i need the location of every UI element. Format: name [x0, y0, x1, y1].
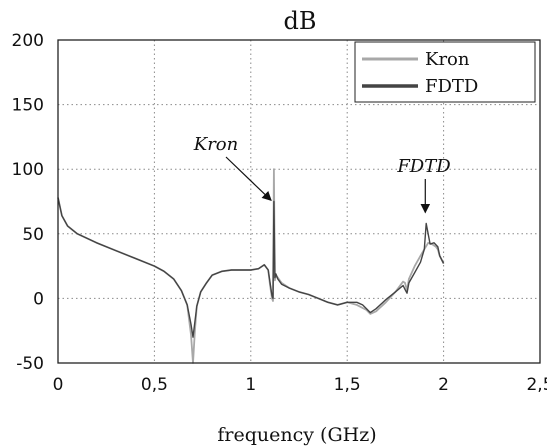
- legend: Kron FDTD: [354, 41, 536, 103]
- y-tick-label: 150: [12, 96, 44, 116]
- legend-box: [354, 41, 536, 103]
- legend-label-kron: Kron: [425, 49, 470, 70]
- y-tick-label: 100: [12, 160, 44, 180]
- y-tick-label: 200: [12, 31, 44, 51]
- annotation-kron-arrow: [225, 156, 272, 202]
- y-axis-ticks: -50 0 50 100 150 200: [12, 31, 44, 374]
- plot-frame: [57, 39, 541, 364]
- grid: [58, 40, 540, 363]
- annotations: Kron FDTD: [193, 134, 451, 214]
- x-tick-label: 0,5: [141, 375, 168, 395]
- x-tick-label: 2: [438, 375, 449, 395]
- x-tick-label: 0: [53, 375, 64, 395]
- series-line-fdtd: [57, 197, 445, 338]
- legend-label-fdtd: FDTD: [425, 76, 478, 97]
- annotation-fdtd-label: FDTD: [396, 156, 451, 177]
- y-tick-label: 0: [33, 289, 44, 309]
- series-group: [57, 168, 445, 364]
- x-tick-label: 1,5: [334, 375, 361, 395]
- x-axis-ticks: 0 0,5 1 1,5 2 2,5: [53, 375, 547, 395]
- x-axis-label: frequency (GHz): [217, 424, 376, 446]
- chart-title: dB: [284, 7, 317, 35]
- x-tick-label: 2,5: [526, 375, 547, 395]
- y-tick-label: 50: [22, 225, 44, 245]
- annotation-kron-label: Kron: [193, 134, 238, 155]
- x-tick-label: 1: [245, 375, 256, 395]
- y-tick-label: -50: [16, 354, 44, 374]
